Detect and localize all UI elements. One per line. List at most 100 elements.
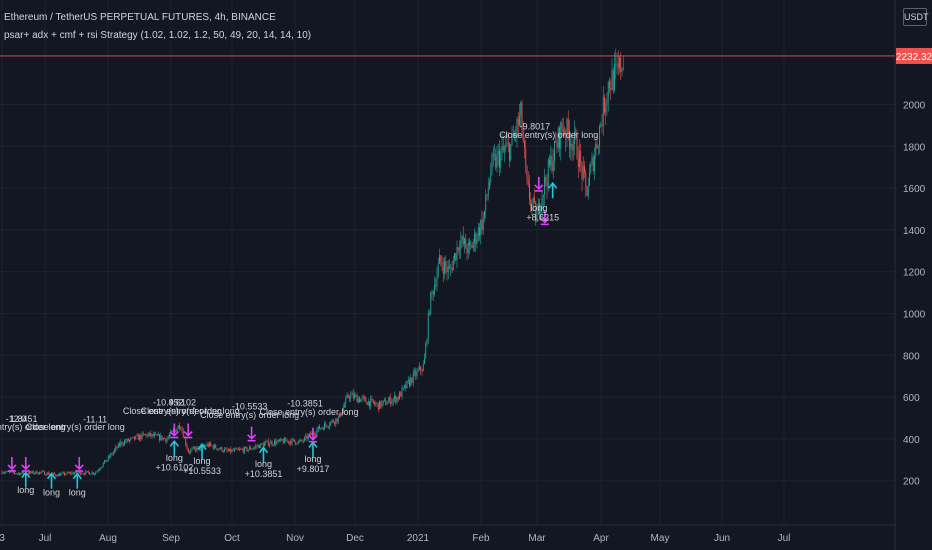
candle-body [101,466,103,468]
candle-body [64,472,65,475]
candle-body [549,159,550,166]
candle-body [287,440,289,443]
candle-body [296,443,298,445]
candle-body [322,427,324,430]
candle-body [486,194,488,196]
strategy-legend[interactable]: psar+ adx + cmf + rsi Strategy (1.02, 1.… [4,30,312,41]
candle-body [346,395,348,399]
trade-label: +10.5533 [183,466,221,476]
candle-body [579,151,580,168]
candle-body [241,449,243,450]
candle-body [112,452,114,455]
candle-body [265,441,267,444]
candle-body [465,238,467,249]
candle-body [491,154,493,173]
candle-body [606,98,608,106]
candle-body [479,227,480,236]
candle-body [29,471,30,474]
candle-body [422,364,424,371]
candle-body [620,57,622,72]
candle-body [146,434,148,437]
candle-body [607,81,609,99]
candle-body [135,435,137,440]
candle-body [284,438,285,444]
candle-body [359,398,360,402]
candle-body [222,451,224,453]
candle-body [449,266,450,268]
candle-body [477,227,479,239]
candle-body [529,183,530,200]
trade-label: +8.6215 [526,212,559,222]
candle-body [315,434,317,435]
candle-body [27,473,29,475]
candle-body [375,403,377,405]
candle-body [105,460,107,462]
candle-body [470,244,472,246]
candle-body [216,448,218,450]
candle-body [210,442,212,446]
candle-body [376,403,378,404]
candle-body [589,172,590,186]
candle-body [236,448,238,450]
candle-body [439,255,440,264]
exit-arrow-head [534,184,544,191]
candle-body [616,63,618,65]
candle-body [614,64,615,91]
x-tick-label: 2021 [407,533,430,544]
candle-body [165,438,167,442]
candle-body [16,473,18,475]
candle-body [52,472,54,474]
candle-body [407,379,409,381]
candle-body [114,449,115,453]
candle-body [115,447,117,450]
candle-body [460,240,462,250]
candle-body [434,285,435,295]
candle-body [557,128,559,148]
candle-body [274,440,275,445]
candle-body [257,445,259,447]
y-tick-label: 200 [903,477,920,488]
candle-body [452,259,454,271]
trade-label: -10.5533 [232,402,268,412]
currency-button[interactable]: USDT [903,8,929,26]
candle-body [387,400,389,404]
candle-body [466,248,468,254]
candle-body [400,392,402,397]
candle-body [405,385,407,389]
candle-body [530,199,532,206]
exit-arrow-icon [7,456,17,472]
candle-body [517,118,519,125]
x-tick-label: Nov [286,533,304,544]
candle-body [372,399,374,403]
candle-body [141,433,143,439]
candle-body [80,471,82,475]
candle-body [552,161,554,172]
candle-body [484,210,485,218]
candle-body [585,172,587,187]
candle-body [532,197,534,203]
candle-body [209,442,210,447]
candle-body [320,428,322,430]
candle-body [605,105,607,113]
candle-body [587,185,589,196]
candle-body [455,253,457,261]
candle-body [167,436,169,439]
candle-body [121,441,123,445]
entry-arrow-head [548,181,558,189]
trade-label: long [194,456,211,466]
candle-body [242,449,244,453]
trade-label: long [304,454,321,464]
candle-body [595,143,597,156]
candle-body [142,433,144,435]
candle-body [542,194,544,198]
candle-body [406,380,408,389]
candle-body [374,402,375,405]
candle-body [350,394,352,399]
candle-body [335,418,337,424]
candle-body [512,133,514,137]
entry-arrow-icon [46,472,57,489]
x-tick-label: May [651,533,670,544]
candle-body [390,397,392,405]
